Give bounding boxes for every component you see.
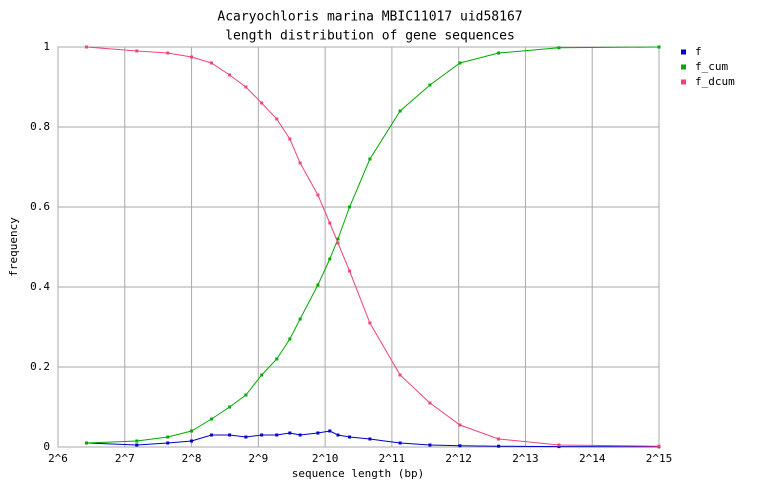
- point: [328, 429, 332, 433]
- point: [244, 393, 248, 397]
- point: [657, 45, 661, 49]
- point: [557, 443, 561, 447]
- series-line: [86, 46, 660, 444]
- point: [260, 433, 264, 437]
- point: [84, 441, 88, 445]
- point: [336, 237, 340, 241]
- point: [298, 161, 302, 165]
- x-axis-label: sequence length (bp): [292, 467, 424, 480]
- point: [166, 435, 170, 439]
- point: [84, 45, 88, 49]
- point: [328, 257, 332, 261]
- point: [244, 435, 248, 439]
- point: [328, 221, 332, 225]
- legend-marker: [681, 79, 686, 85]
- legend-marker: [681, 64, 686, 70]
- point: [398, 373, 402, 377]
- point: [657, 444, 661, 448]
- point: [336, 241, 340, 245]
- y-axis-label: frequency: [7, 217, 20, 277]
- point: [275, 357, 279, 361]
- point: [228, 405, 232, 409]
- point: [458, 444, 462, 448]
- point: [166, 441, 170, 445]
- point: [288, 137, 292, 141]
- x-tick-label: 2^8: [182, 452, 202, 465]
- point: [458, 61, 462, 65]
- point: [190, 55, 194, 59]
- point: [348, 435, 352, 439]
- x-tick-label: 2^13: [512, 452, 539, 465]
- point: [210, 61, 214, 65]
- y-tick-label: 1: [43, 40, 50, 53]
- legend-label: f_dcum: [695, 75, 735, 88]
- point: [210, 417, 214, 421]
- point: [316, 431, 320, 435]
- y-tick-label: 0: [43, 440, 50, 453]
- point: [398, 441, 402, 445]
- point: [557, 445, 561, 449]
- x-tick-label: 2^7: [115, 452, 135, 465]
- point: [368, 157, 372, 161]
- chart-title: Acaryochloris marina MBIC11017 uid58167: [217, 10, 522, 25]
- point: [348, 205, 352, 209]
- point: [398, 109, 402, 113]
- legend-marker: [681, 49, 686, 55]
- point: [135, 443, 139, 447]
- x-tick-label: 2^11: [379, 452, 406, 465]
- point: [298, 433, 302, 437]
- legend-label: f_cum: [695, 60, 728, 73]
- series-line: [86, 46, 660, 447]
- point: [458, 423, 462, 427]
- point: [298, 317, 302, 321]
- point: [368, 321, 372, 325]
- point: [428, 83, 432, 87]
- point: [368, 437, 372, 441]
- point: [275, 433, 279, 437]
- point: [428, 443, 432, 447]
- point: [428, 401, 432, 405]
- series-line: [86, 430, 660, 448]
- point: [228, 433, 232, 437]
- point: [135, 49, 139, 53]
- x-tick-label: 2^14: [579, 452, 606, 465]
- legend-label: f: [695, 45, 702, 58]
- point: [497, 437, 501, 441]
- point: [228, 73, 232, 77]
- point: [190, 429, 194, 433]
- y-tick-label: 0.8: [30, 120, 50, 133]
- point: [497, 444, 501, 448]
- chart-subtitle: length distribution of gene sequences: [225, 29, 515, 44]
- point: [336, 433, 340, 437]
- y-tick-label: 0.2: [30, 360, 50, 373]
- point: [190, 439, 194, 443]
- x-tick-label: 2^12: [445, 452, 472, 465]
- point: [166, 51, 170, 55]
- point: [210, 433, 214, 437]
- x-tick-label: 2^9: [248, 452, 268, 465]
- x-tick-label: 2^6: [48, 452, 68, 465]
- point: [316, 283, 320, 287]
- point: [497, 51, 501, 55]
- y-tick-label: 0.4: [30, 280, 50, 293]
- point: [260, 101, 264, 105]
- point: [316, 193, 320, 197]
- plot-frame: [57, 46, 660, 448]
- point: [348, 269, 352, 273]
- point: [275, 117, 279, 121]
- y-tick-label: 0.6: [30, 200, 50, 213]
- point: [135, 439, 139, 443]
- point: [244, 85, 248, 89]
- x-tick-label: 2^10: [312, 452, 339, 465]
- point: [288, 431, 292, 435]
- x-tick-label: 2^15: [646, 452, 673, 465]
- point: [288, 337, 292, 341]
- point: [260, 373, 264, 377]
- point: [557, 46, 561, 50]
